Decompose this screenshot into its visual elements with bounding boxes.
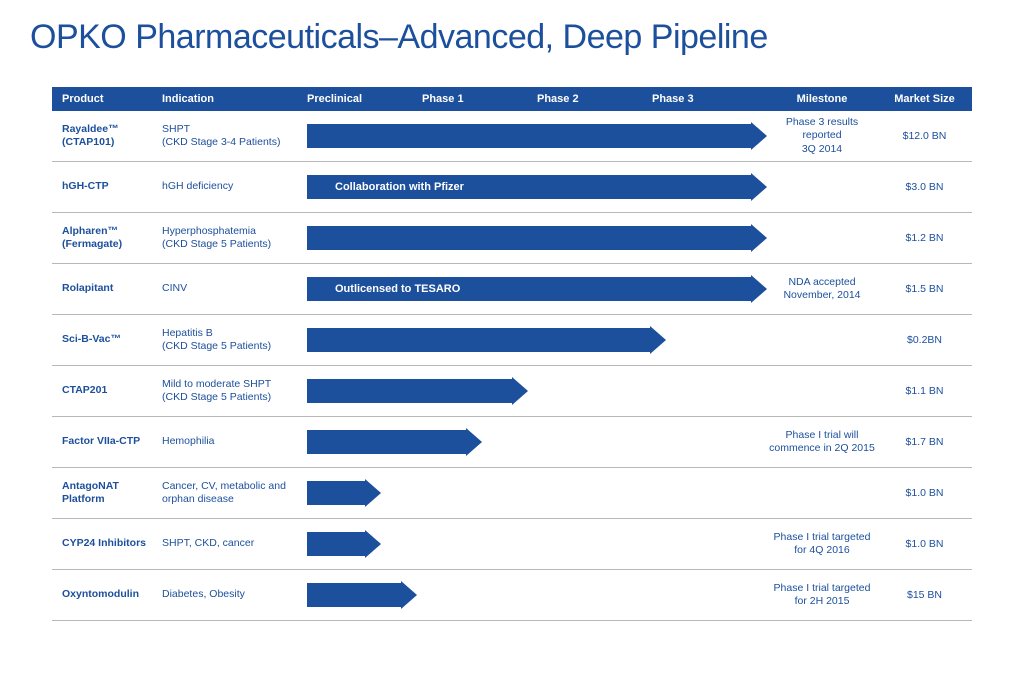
hdr-milestone: Milestone (767, 93, 877, 105)
indication-text: SHPT, CKD, cancer (162, 537, 307, 550)
hdr-phase-1: Phase 1 (422, 93, 537, 105)
hdr-product: Product (52, 93, 162, 105)
table-row: Sci-B-Vac™Hepatitis B(CKD Stage 5 Patien… (52, 315, 972, 366)
arrow-head-icon (650, 326, 666, 354)
phase-cell: Collaboration with Pfizer (307, 162, 767, 212)
product-name: Sci-B-Vac™ (52, 333, 162, 346)
indication-text: Diabetes, Obesity (162, 588, 307, 601)
phase-arrow (307, 481, 381, 505)
arrow-head-icon (751, 224, 767, 252)
product-name: Rayaldee™(CTAP101) (52, 123, 162, 149)
market-size-text: $0.2BN (877, 334, 972, 346)
product-name: Alpharen™(Fermagate) (52, 225, 162, 251)
milestone-text: Phase I trial will commence in 2Q 2015 (767, 429, 877, 455)
product-name: Oxyntomodulin (52, 588, 162, 601)
table-row: Factor VIIa-CTPHemophilia Phase I trial w… (52, 417, 972, 468)
product-name: hGH-CTP (52, 180, 162, 193)
product-name: Factor VIIa-CTP (52, 435, 162, 448)
table-row: hGH-CTPhGH deficiencyCollaboration with … (52, 162, 972, 213)
arrow-head-icon (365, 479, 381, 507)
arrow-head-icon (751, 122, 767, 150)
arrow-label (307, 430, 466, 454)
indication-text: Mild to moderate SHPT(CKD Stage 5 Patien… (162, 378, 307, 404)
page-title: OPKO Pharmaceuticals–Advanced, Deep Pipe… (30, 18, 982, 57)
market-size-text: $1.2 BN (877, 232, 972, 244)
milestone-text: Phase I trial targeted for 2H 2015 (767, 582, 877, 608)
indication-text: SHPT(CKD Stage 3-4 Patients) (162, 123, 307, 149)
market-size-text: $1.5 BN (877, 283, 972, 295)
arrow-label (307, 328, 650, 352)
milestone-text: Phase 3 results reported3Q 2014 (767, 116, 877, 155)
hdr-phase-3: Phase 3 (652, 93, 767, 105)
phase-arrow (307, 124, 767, 148)
product-name: Rolapitant (52, 282, 162, 295)
phase-cell (307, 468, 767, 518)
table-header-row: Product Indication Preclinical Phase 1 P… (52, 87, 972, 111)
indication-text: CINV (162, 282, 307, 295)
market-size-text: $1.0 BN (877, 487, 972, 499)
market-size-text: $15 BN (877, 589, 972, 601)
milestone-text: Phase I trial targeted for 4Q 2016 (767, 531, 877, 557)
phase-arrow (307, 532, 381, 556)
phase-arrow (307, 226, 767, 250)
indication-text: hGH deficiency (162, 180, 307, 193)
phase-arrow: Collaboration with Pfizer (307, 175, 767, 199)
phase-cell (307, 519, 767, 569)
table-row: RolapitantCINVOutlicensed to TESARO NDA a… (52, 264, 972, 315)
milestone-text: NDA accepted November, 2014 (767, 276, 877, 302)
indication-text: Cancer, CV, metabolic and orphan disease (162, 480, 307, 506)
arrow-label: Outlicensed to TESARO (307, 277, 751, 301)
market-size-text: $12.0 BN (877, 130, 972, 142)
arrow-label (307, 481, 365, 505)
table-row: Rayaldee™(CTAP101)SHPT(CKD Stage 3-4 Pat… (52, 111, 972, 162)
phase-arrow (307, 379, 528, 403)
phase-cell (307, 366, 767, 416)
arrow-label (307, 532, 365, 556)
arrow-head-icon (466, 428, 482, 456)
table-row: AntagoNAT PlatformCancer, CV, metabolic … (52, 468, 972, 519)
pipeline-table: Product Indication Preclinical Phase 1 P… (52, 87, 972, 621)
table-row: Alpharen™(Fermagate)Hyperphosphatemia(CK… (52, 213, 972, 264)
arrow-head-icon (751, 173, 767, 201)
product-name: CYP24 Inhibitors (52, 537, 162, 550)
phase-cell (307, 570, 767, 620)
arrow-label (307, 583, 401, 607)
phase-cell (307, 111, 767, 161)
indication-text: Hyperphosphatemia(CKD Stage 5 Patients) (162, 225, 307, 251)
hdr-phase-preclinical: Preclinical (307, 93, 422, 105)
market-size-text: $3.0 BN (877, 181, 972, 193)
product-name: AntagoNAT Platform (52, 480, 162, 506)
arrow-head-icon (365, 530, 381, 558)
phase-arrow (307, 583, 417, 607)
arrow-head-icon (512, 377, 528, 405)
arrow-label (307, 379, 512, 403)
phase-cell (307, 417, 767, 467)
phase-arrow (307, 328, 666, 352)
market-size-text: $1.0 BN (877, 538, 972, 550)
market-size-text: $1.1 BN (877, 385, 972, 397)
phase-cell (307, 213, 767, 263)
arrow-label (307, 226, 751, 250)
arrow-label (307, 124, 751, 148)
arrow-label: Collaboration with Pfizer (307, 175, 751, 199)
phase-cell (307, 315, 767, 365)
phase-arrow: Outlicensed to TESARO (307, 277, 767, 301)
table-row: CYP24 InhibitorsSHPT, CKD, cancer Phase I… (52, 519, 972, 570)
product-name: CTAP201 (52, 384, 162, 397)
hdr-phase-2: Phase 2 (537, 93, 652, 105)
table-row: OxyntomodulinDiabetes, Obesity Phase I tr… (52, 570, 972, 621)
market-size-text: $1.7 BN (877, 436, 972, 448)
indication-text: Hemophilia (162, 435, 307, 448)
phase-cell: Outlicensed to TESARO (307, 264, 767, 314)
hdr-phases: Preclinical Phase 1 Phase 2 Phase 3 (307, 93, 767, 105)
hdr-market: Market Size (877, 93, 972, 105)
hdr-indication: Indication (162, 93, 307, 105)
table-row: CTAP201Mild to moderate SHPT(CKD Stage 5… (52, 366, 972, 417)
arrow-head-icon (401, 581, 417, 609)
arrow-head-icon (751, 275, 767, 303)
phase-arrow (307, 430, 482, 454)
indication-text: Hepatitis B(CKD Stage 5 Patients) (162, 327, 307, 353)
